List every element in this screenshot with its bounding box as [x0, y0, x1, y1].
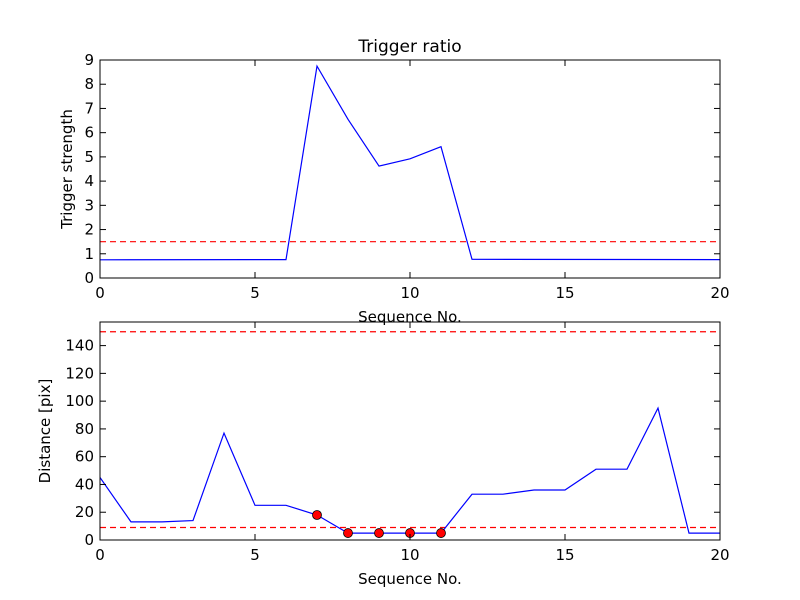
y-tick-label: 80: [75, 420, 94, 438]
chart-title: Trigger ratio: [357, 37, 461, 57]
y-tick-label: 4: [84, 172, 94, 190]
series-line-0: [100, 64, 720, 261]
y-tick-label: 140: [65, 337, 94, 355]
x-tick-label: 15: [555, 546, 574, 564]
y-tick-label: 2: [84, 221, 94, 239]
x-tick-label: 5: [250, 546, 260, 564]
y-tick-label: 8: [84, 75, 94, 93]
x-tick-label: 10: [400, 546, 419, 564]
y-tick-label: 5: [84, 148, 94, 166]
y-tick-label: 6: [84, 124, 94, 142]
y-tick-label: 60: [75, 448, 94, 466]
plot-area: [100, 331, 720, 534]
y-tick-label: 40: [75, 475, 94, 493]
data-point: [374, 528, 384, 538]
x-tick-label: 0: [95, 284, 105, 302]
x-axis-label: Sequence No.: [358, 570, 462, 588]
x-tick-label: 0: [95, 546, 105, 564]
plot-area: [100, 64, 720, 261]
x-tick-label: 20: [710, 546, 729, 564]
data-point: [312, 510, 322, 520]
y-tick-label: 0: [84, 531, 94, 549]
y-tick-label: 1: [84, 245, 94, 263]
y-tick-label: 0: [84, 269, 94, 287]
y-axis-label: Distance [pix]: [36, 379, 54, 484]
y-tick-label: 9: [84, 51, 94, 69]
data-point: [436, 528, 446, 538]
y-axis-label: Trigger strength: [58, 109, 76, 230]
y-tick-label: 20: [75, 503, 94, 521]
x-tick-label: 10: [400, 284, 419, 302]
distance-chart: 0 5 10 15 20 0 20 40 60 80 100 120 140 Sequence No. Di…: [36, 321, 730, 588]
series-line-0: [100, 406, 720, 534]
y-tick-label: 120: [65, 364, 94, 382]
axes-frame: [99, 59, 721, 279]
x-tick-label: 20: [710, 284, 729, 302]
y-tick-label: 3: [84, 196, 94, 214]
x-tick-label: 5: [250, 284, 260, 302]
y-tick-label: 7: [84, 99, 94, 117]
y-tick-label: 100: [65, 392, 94, 410]
x-tick-label: 15: [555, 284, 574, 302]
axes-frame: [99, 321, 721, 541]
data-point: [343, 528, 353, 538]
